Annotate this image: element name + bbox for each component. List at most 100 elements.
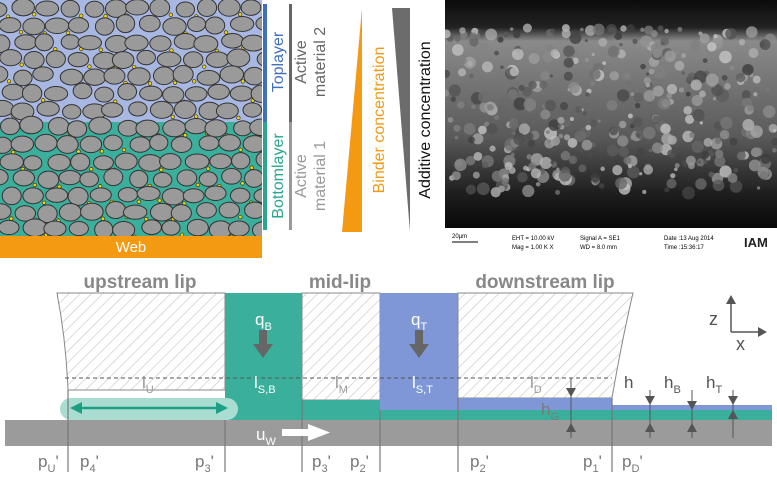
axis-label: z (709, 309, 718, 329)
particle (95, 221, 113, 239)
grain (593, 24, 605, 36)
symbol-base: p (80, 452, 89, 471)
particle (197, 203, 217, 218)
am1-label: material 1 (312, 141, 329, 211)
particle (140, 86, 163, 101)
particle (126, 0, 149, 15)
grain (471, 105, 476, 110)
particle (234, 121, 252, 136)
grain (699, 91, 706, 98)
particle (150, 36, 171, 51)
grain (540, 157, 552, 169)
grain (739, 39, 745, 45)
grain (467, 61, 473, 67)
particle (68, 187, 88, 205)
grain (646, 72, 649, 75)
particle (183, 189, 204, 203)
particle (59, 171, 81, 185)
grain (681, 71, 684, 74)
grain (635, 103, 640, 108)
binder-dot (158, 199, 162, 203)
symbol-sub: T (715, 384, 722, 396)
grain (640, 35, 652, 47)
particle (219, 202, 239, 218)
grain (608, 46, 620, 58)
grain (627, 24, 635, 32)
particle (38, 171, 59, 188)
particle (174, 101, 196, 119)
grain (715, 137, 722, 144)
grain (602, 61, 606, 65)
symbol-base: h (706, 373, 715, 392)
binder-dot (196, 183, 200, 187)
particle (71, 153, 90, 170)
particle (171, 137, 191, 153)
grain (492, 171, 503, 182)
grain (453, 125, 460, 132)
binder-dot (241, 182, 245, 186)
symbol-base: h (664, 373, 673, 392)
pressure-label: p1' (583, 452, 602, 475)
grain (540, 71, 550, 81)
particle (232, 153, 250, 169)
particle (118, 188, 137, 202)
particle (33, 67, 53, 81)
grain (569, 156, 577, 164)
particle (173, 66, 193, 84)
grain (487, 104, 494, 111)
grain (523, 166, 528, 171)
grain (633, 93, 643, 103)
height-label: hT (706, 373, 722, 396)
grain (748, 48, 758, 58)
grain (569, 32, 581, 44)
grain (575, 106, 582, 113)
grain (640, 64, 646, 70)
grain (736, 73, 745, 82)
binder-dot (239, 148, 243, 152)
grain (664, 187, 669, 192)
particle (216, 103, 238, 119)
grain (449, 84, 461, 96)
grain (452, 171, 461, 180)
particle (44, 86, 67, 100)
grain (683, 106, 692, 115)
grain (642, 190, 646, 194)
binder-dot (273, 235, 277, 239)
grain (664, 29, 668, 33)
particle (241, 0, 261, 15)
lip-label: upstream lip (84, 272, 197, 293)
sem-info: Date :13 Aug 2014 (664, 236, 714, 242)
grain (592, 53, 595, 56)
grain (667, 149, 676, 158)
particle (185, 118, 207, 133)
grain (725, 28, 736, 39)
symbol-sub: B (264, 321, 271, 333)
grain (464, 123, 476, 135)
particle (220, 66, 243, 83)
particle (12, 0, 35, 16)
binder-dot (171, 115, 175, 119)
grain (617, 135, 628, 146)
grain (469, 73, 474, 78)
particle (137, 50, 155, 64)
grain (636, 133, 640, 137)
grain (713, 34, 717, 38)
grain (498, 185, 505, 192)
particle (177, 170, 197, 186)
bottom-film-2 (380, 410, 458, 420)
particle (229, 221, 250, 236)
particle (35, 134, 57, 151)
particle (48, 117, 68, 135)
binder-dot (33, 183, 37, 187)
particle (245, 202, 266, 218)
grain (690, 41, 701, 52)
particle (68, 52, 89, 66)
particle (15, 35, 37, 50)
grain (590, 120, 597, 127)
grain (522, 185, 534, 197)
sem-info: Mag = 1.00 K X (512, 245, 554, 251)
binder-dot (77, 150, 81, 154)
grain (617, 89, 629, 101)
grain (529, 53, 540, 64)
grain (550, 74, 553, 77)
